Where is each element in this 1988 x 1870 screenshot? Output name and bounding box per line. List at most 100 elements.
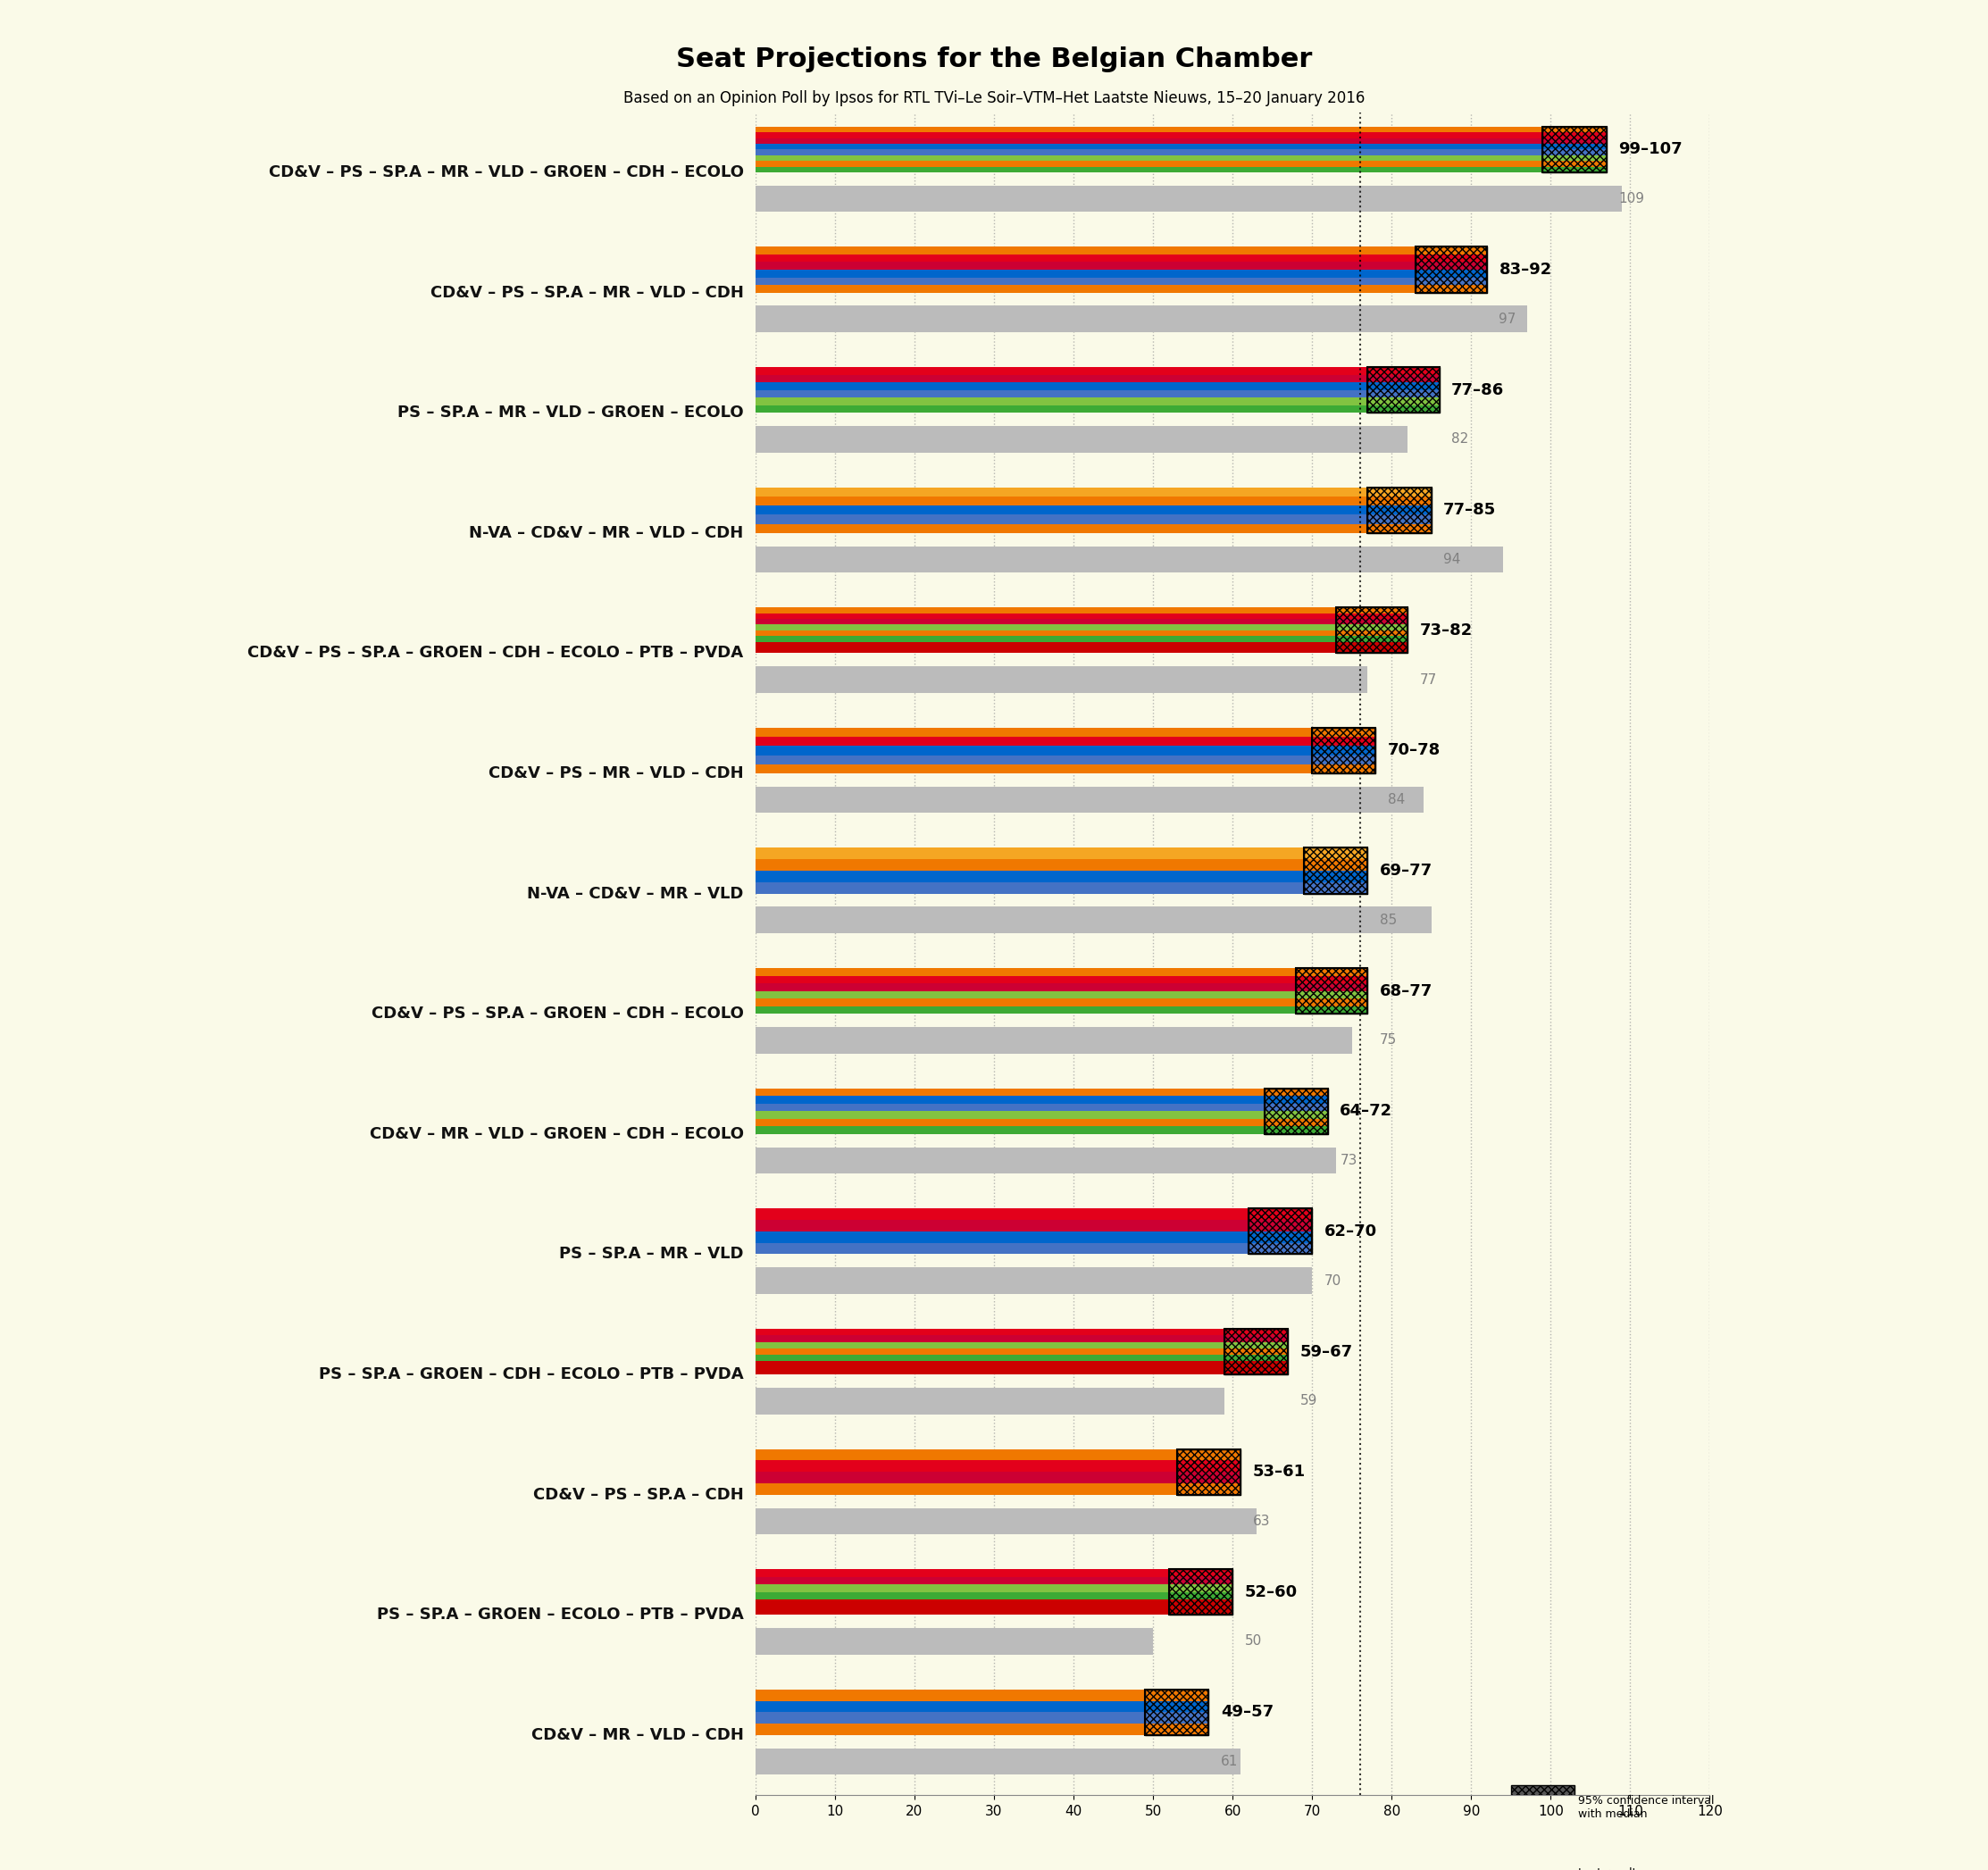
Text: CD&V – PS – SP.A – CDH: CD&V – PS – SP.A – CDH [533, 1487, 744, 1503]
Text: 69–77: 69–77 [1380, 862, 1433, 879]
Bar [1248, 1208, 1312, 1255]
Text: 61: 61 [1221, 1754, 1239, 1769]
Bar [755, 1356, 1288, 1361]
Bar [755, 984, 1368, 991]
Bar [755, 406, 1439, 413]
Bar [755, 625, 1408, 630]
Bar [755, 1208, 1312, 1219]
Bar [755, 991, 1368, 999]
Text: 73–82: 73–82 [1419, 623, 1473, 638]
Bar [755, 1369, 1288, 1374]
Bar [755, 1088, 1328, 1096]
Bar [755, 254, 1487, 262]
Bar [755, 1118, 1328, 1126]
Text: 84: 84 [1388, 793, 1406, 806]
Bar [755, 1629, 1153, 1655]
Bar [755, 1724, 1209, 1735]
Bar [755, 1388, 1225, 1414]
Bar [755, 619, 1408, 625]
Bar [1368, 488, 1431, 533]
Bar [755, 1460, 1241, 1472]
Bar [1169, 1569, 1233, 1616]
Bar [755, 1268, 1312, 1294]
Bar [755, 1148, 1336, 1174]
Text: 77–86: 77–86 [1451, 381, 1505, 398]
Text: CD&V – PS – SP.A – GROEN – CDH – ECOLO: CD&V – PS – SP.A – GROEN – CDH – ECOLO [372, 1006, 744, 1021]
Bar [755, 630, 1408, 636]
Text: 75: 75 [1380, 1034, 1398, 1047]
Text: 82: 82 [1451, 432, 1469, 445]
Bar [755, 269, 1487, 277]
Bar [755, 505, 1431, 514]
Bar [1511, 1786, 1574, 1829]
Bar [1543, 127, 1606, 172]
Text: PS – SP.A – MR – VLD: PS – SP.A – MR – VLD [559, 1245, 744, 1262]
Text: 85: 85 [1380, 913, 1398, 928]
Text: 53–61: 53–61 [1252, 1464, 1306, 1479]
Bar [755, 1219, 1312, 1232]
Bar [1304, 847, 1368, 894]
Bar [755, 641, 1408, 647]
Bar [755, 1348, 1288, 1356]
Bar [755, 1569, 1233, 1576]
Bar [755, 381, 1439, 391]
Bar [1248, 1208, 1312, 1255]
Bar [755, 391, 1439, 398]
Bar [755, 1702, 1209, 1713]
Bar [755, 737, 1376, 746]
Bar [1511, 1859, 1574, 1870]
Bar [1296, 969, 1368, 1014]
Bar [755, 1244, 1312, 1255]
Bar [1336, 608, 1408, 653]
Text: 59: 59 [1300, 1395, 1318, 1408]
Bar [1177, 1449, 1241, 1494]
Text: PS – SP.A – GROEN – ECOLO – PTB – PVDA: PS – SP.A – GROEN – ECOLO – PTB – PVDA [376, 1606, 744, 1623]
Text: CD&V – PS – SP.A – GROEN – CDH – ECOLO – PTB – PVDA: CD&V – PS – SP.A – GROEN – CDH – ECOLO –… [248, 645, 744, 662]
Bar [755, 765, 1376, 774]
Bar [755, 727, 1376, 737]
Bar [755, 426, 1408, 453]
Bar [755, 1584, 1233, 1591]
Bar [755, 860, 1368, 871]
Text: N-VA – CD&V – MR – VLD – CDH: N-VA – CD&V – MR – VLD – CDH [469, 525, 744, 540]
Text: CD&V – PS – SP.A – MR – VLD – GROEN – CDH – ECOLO: CD&V – PS – SP.A – MR – VLD – GROEN – CD… [268, 165, 744, 180]
Bar [755, 1111, 1328, 1118]
Text: 49–57: 49–57 [1221, 1704, 1274, 1720]
Bar [1264, 1088, 1328, 1133]
Text: 73: 73 [1340, 1154, 1358, 1167]
Text: 77: 77 [1419, 673, 1437, 686]
Bar [755, 1576, 1233, 1584]
Bar [755, 746, 1376, 755]
Bar [755, 262, 1487, 269]
Bar [1368, 367, 1439, 413]
Text: Based on an Opinion Poll by Ipsos for RTL TVi–Le Soir–VTM–Het Laatste Nieuws, 15: Based on an Opinion Poll by Ipsos for RT… [622, 90, 1366, 107]
Bar [755, 1126, 1328, 1133]
Bar [1543, 127, 1606, 172]
Bar [755, 999, 1368, 1006]
Bar [755, 1748, 1241, 1775]
Bar [755, 374, 1439, 381]
Bar [755, 847, 1368, 860]
Text: 50: 50 [1244, 1634, 1262, 1647]
Text: 62–70: 62–70 [1324, 1223, 1378, 1240]
Text: 52–60: 52–60 [1244, 1584, 1298, 1601]
Bar [1312, 727, 1376, 774]
Text: 109: 109 [1618, 193, 1644, 206]
Bar [755, 524, 1431, 533]
Bar [755, 1335, 1288, 1343]
Bar [755, 488, 1431, 496]
Bar [755, 883, 1368, 894]
Bar [755, 277, 1487, 284]
Bar [1296, 969, 1368, 1014]
Bar [755, 608, 1408, 613]
Bar [755, 1689, 1209, 1702]
Bar [755, 1096, 1328, 1103]
Bar [755, 144, 1606, 150]
Bar [1415, 247, 1487, 292]
Bar [1264, 1088, 1328, 1133]
Bar [1368, 367, 1439, 413]
Text: 77–85: 77–85 [1443, 501, 1497, 518]
Bar [755, 166, 1606, 172]
Bar [755, 1507, 1256, 1535]
Bar [755, 666, 1368, 694]
